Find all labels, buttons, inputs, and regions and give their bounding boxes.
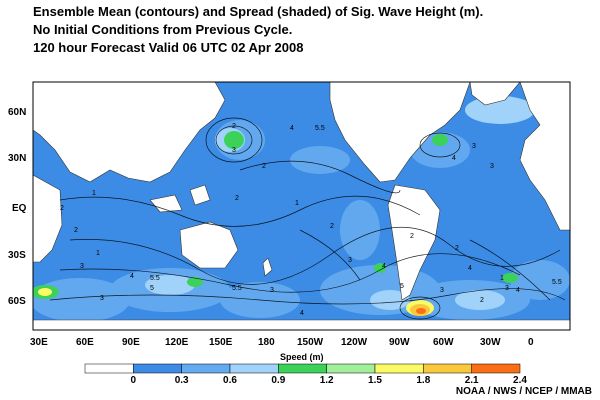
lon-label-30w: 30W — [480, 337, 501, 348]
colorbar-segment — [133, 363, 182, 374]
contour-label: 3 — [505, 285, 509, 292]
contour-label: 4 — [382, 263, 386, 270]
map-field — [33, 82, 570, 330]
contour-label: 1 — [500, 275, 504, 282]
lat-label-60s: 60S — [8, 296, 26, 307]
lat-label-30s: 30S — [8, 250, 26, 261]
colorbar-segment — [423, 363, 472, 374]
colorbar-tick-label: 0.9 — [271, 375, 286, 386]
contour-label: 4 — [516, 287, 520, 294]
contour-label: 5 — [400, 283, 404, 290]
contour-label: 4 — [290, 125, 294, 132]
title-line-2: No Initial Conditions from Previous Cycl… — [33, 22, 293, 37]
lon-label-0: 0 — [528, 337, 534, 348]
colorbar-tick-label: 1.2 — [319, 375, 334, 386]
lon-label-60e: 60E — [76, 337, 94, 348]
contour-label: 3 — [348, 257, 352, 264]
contour-label: 2 — [60, 205, 64, 212]
colorbar-segment — [471, 363, 521, 374]
lon-label-150w: 150W — [297, 337, 324, 348]
contour-label: 3 — [270, 287, 274, 294]
lat-label-30n: 30N — [8, 153, 27, 164]
lon-label-30e: 30E — [30, 337, 48, 348]
contour-label: 3 — [440, 287, 444, 294]
lon-label-180: 180 — [258, 337, 275, 348]
colorbar-segment — [84, 363, 134, 374]
contour-label: 4 — [468, 265, 472, 272]
contour-label: 3 — [232, 147, 236, 154]
contour-label: 2 — [410, 233, 414, 240]
colorbar-segment — [229, 363, 279, 374]
contour-label: 3 — [100, 295, 104, 302]
contour-label: 2 — [455, 245, 459, 252]
contour-label: 2 — [232, 123, 236, 130]
lon-label-90e: 90E — [122, 337, 140, 348]
contour-label: 1 — [295, 200, 299, 207]
contour-label: 2 — [74, 227, 78, 234]
colorbar-tick-label: 0 — [130, 375, 137, 386]
contour-label: 5.5 — [552, 279, 562, 286]
colorbar-tick-label: 1.5 — [368, 375, 382, 386]
colorbar-label: Speed (m) — [280, 352, 324, 362]
lon-label-90w: 90W — [389, 337, 410, 348]
colorbar-segment — [278, 363, 327, 374]
contour-label: 3 — [80, 263, 84, 270]
contour-label: 3 — [472, 143, 476, 150]
contour-label: 4 — [130, 273, 134, 280]
colorbar-segment — [326, 363, 376, 374]
contour-label: 2 — [235, 195, 239, 202]
colorbar-tick-label: 2.1 — [464, 375, 479, 386]
colorbar-tick-label: 0.6 — [223, 375, 237, 386]
lon-label-120e: 120E — [165, 337, 189, 348]
contour-label: 3 — [490, 163, 494, 170]
contour-label: 5.5 — [232, 285, 242, 292]
contour-label: 4 — [300, 310, 304, 317]
contour-label: 5 — [150, 285, 154, 292]
lat-label-60n: 60N — [8, 107, 27, 118]
contour-label: 1 — [96, 250, 100, 257]
contour-label: 5.5 — [315, 125, 325, 132]
lon-label-60w: 60W — [433, 337, 454, 348]
contour-label: 5.5 — [150, 275, 160, 282]
contour-label: 2 — [330, 223, 334, 230]
colorbar-tick-label: 0.3 — [174, 375, 189, 386]
credit-text: NOAA / NWS / NCEP / MMAB — [455, 386, 592, 397]
title-line-1: Ensemble Mean (contours) and Spread (sha… — [33, 4, 484, 19]
title-line-3: 120 hour Forecast Valid 06 UTC 02 Apr 20… — [33, 40, 304, 55]
lon-label-150e: 150E — [209, 337, 233, 348]
contour-label: 4 — [452, 155, 456, 162]
colorbar-tick-label: 1.8 — [416, 375, 431, 386]
colorbar-segment — [181, 363, 231, 374]
lon-label-120w: 120W — [341, 337, 368, 348]
colorbar — [84, 363, 521, 374]
contours — [49, 117, 566, 320]
contour-label: 2 — [262, 163, 266, 170]
lat-label-eq: EQ — [12, 203, 27, 214]
contour-label: 2 — [480, 297, 484, 304]
colorbar-tick-label: 2.4 — [513, 375, 527, 386]
colorbar-segment — [374, 363, 424, 374]
contour-label: 1 — [92, 190, 96, 197]
